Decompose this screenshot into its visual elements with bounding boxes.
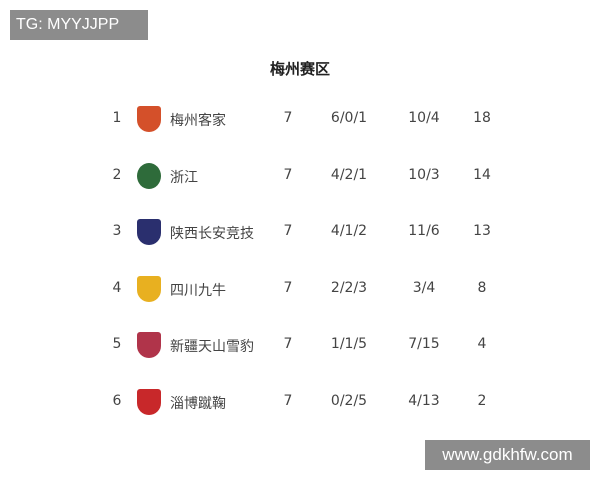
- win-draw-loss: 6/0/1: [330, 110, 368, 126]
- team-logo-icon: [137, 332, 161, 359]
- win-draw-loss: 4/1/2: [330, 223, 368, 240]
- rank: 1: [112, 110, 122, 126]
- win-draw-loss: 2/2/3: [330, 279, 368, 296]
- team-logo-icon: [137, 106, 161, 132]
- team-name: 四川九牛: [170, 282, 226, 299]
- points: 2: [477, 393, 487, 409]
- goals: 10/3: [408, 166, 440, 183]
- team-logo-icon: [137, 219, 161, 246]
- played: 7: [283, 110, 293, 126]
- watermark-top-left: TG: MYYJJPP: [10, 10, 148, 40]
- win-draw-loss: 1/1/5: [330, 336, 368, 353]
- watermark-bottom-right: www.gdkhfw.com: [425, 440, 590, 470]
- table-row: 6 淄博蹴鞠 7 0/2/5 4/13 2: [0, 387, 600, 417]
- played: 7: [283, 279, 293, 296]
- team-logo-icon: [137, 389, 161, 415]
- rank: 6: [112, 393, 122, 409]
- team-name: 陕西长安竞技: [170, 226, 254, 243]
- played: 7: [283, 393, 293, 409]
- goals: 11/6: [408, 223, 440, 240]
- table-row: 2 浙江 7 4/2/1 10/3 14: [0, 161, 600, 191]
- rank: 5: [112, 336, 122, 353]
- win-draw-loss: 4/2/1: [330, 166, 368, 183]
- team-name: 浙江: [170, 169, 198, 186]
- goals: 3/4: [412, 279, 436, 296]
- points: 18: [473, 110, 491, 126]
- played: 7: [283, 336, 293, 353]
- rank: 4: [112, 279, 122, 296]
- goals: 10/4: [408, 110, 440, 126]
- page-title: 梅州赛区: [269, 60, 330, 78]
- team-logo-icon: [137, 275, 161, 302]
- table-row: 4 四川九牛 7 2/2/3 3/4 8: [0, 274, 600, 304]
- played: 7: [283, 166, 293, 183]
- team-name: 新疆天山雪豹: [170, 339, 254, 356]
- points: 4: [477, 336, 487, 353]
- points: 13: [473, 223, 491, 240]
- goals: 7/15: [408, 336, 440, 353]
- team-logo-icon: [137, 162, 161, 189]
- win-draw-loss: 0/2/5: [330, 393, 368, 409]
- team-name: 淄博蹴鞠: [170, 396, 226, 412]
- points: 8: [477, 279, 487, 296]
- table-row: 3 陕西长安竞技 7 4/1/2 11/6 13: [0, 217, 600, 247]
- points: 14: [473, 166, 491, 183]
- goals: 4/13: [408, 393, 440, 409]
- rank: 3: [112, 223, 122, 240]
- team-name: 梅州客家: [170, 113, 226, 129]
- table-row: 1 梅州客家 7 6/0/1 10/4 18: [0, 104, 600, 134]
- table-row: 5 新疆天山雪豹 7 1/1/5 7/15 4: [0, 330, 600, 360]
- rank: 2: [112, 166, 122, 183]
- played: 7: [283, 223, 293, 240]
